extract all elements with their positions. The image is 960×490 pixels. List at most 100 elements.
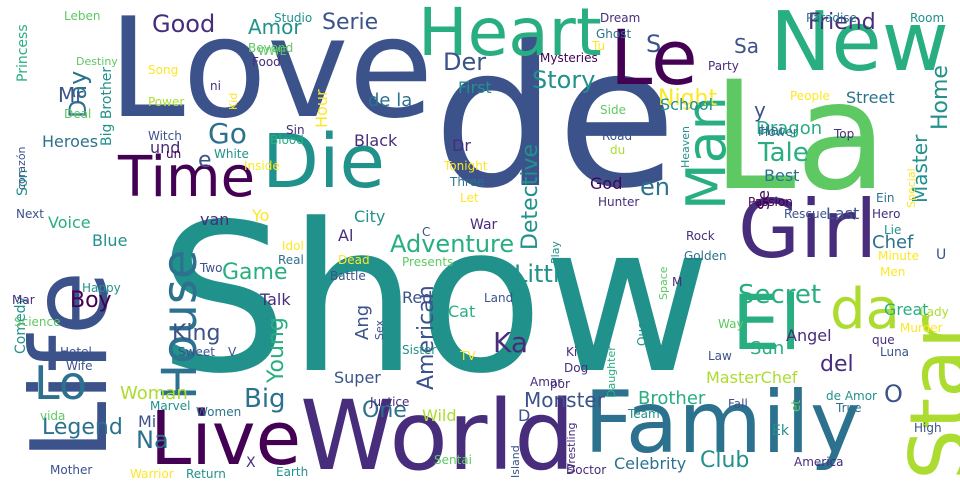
word-island: Island <box>509 445 522 478</box>
word-presents: Presents <box>402 255 454 269</box>
word-legend: Legend <box>42 415 123 440</box>
word-good: Good <box>152 10 216 38</box>
word-und: und <box>150 138 181 157</box>
word-lie: Lie <box>884 223 902 237</box>
word-flower: Flower <box>758 125 798 139</box>
word-dr: Dr <box>452 136 471 155</box>
word-world: World <box>300 380 576 490</box>
word-ein: Ein <box>876 191 895 205</box>
word-celebrity: Celebrity <box>614 454 687 473</box>
word-destiny: Destiny <box>76 55 118 68</box>
word-en: en <box>640 173 670 201</box>
word-da: da <box>830 277 900 342</box>
word-monster: Monster <box>524 388 605 412</box>
word-kid: Kid <box>227 92 240 110</box>
word-ghost: Ghost <box>596 27 632 41</box>
word-corazon: corazón <box>15 146 28 190</box>
word-tonight: Tonight <box>444 159 488 173</box>
word-earth: Earth <box>276 465 309 479</box>
word-yo: Yo <box>252 206 270 225</box>
word-real: Real <box>278 253 304 267</box>
word-road: Road <box>602 129 633 143</box>
word-heart: Heart <box>418 0 602 71</box>
word-black: Black <box>354 131 398 150</box>
word-tv: TV <box>460 349 476 363</box>
word-ka: Ka <box>493 326 529 359</box>
word-tu: Tu <box>592 39 606 53</box>
word-c: C <box>422 225 431 239</box>
word-cat: Cat <box>448 302 476 321</box>
word-new: New <box>770 0 949 90</box>
word-dead: Dead <box>338 253 370 267</box>
word-science: Science <box>14 315 61 329</box>
word-war: War <box>470 217 498 233</box>
word-three: Three <box>450 175 485 189</box>
word-white: White <box>214 147 249 161</box>
word-marvel: Marvel <box>150 399 191 413</box>
word-golden: Golden <box>684 249 727 263</box>
word-dragon: Dragon <box>756 118 823 139</box>
word-hotel: Hotel <box>60 345 92 359</box>
word-studio: Studio <box>274 11 313 25</box>
word-boy: Boy <box>70 288 112 313</box>
word-space: Space <box>657 266 670 300</box>
word-mysteries: Mysteries <box>540 51 598 65</box>
word-blood: Blood <box>270 133 304 147</box>
word-passion: Passion <box>748 195 793 209</box>
word-show: Show <box>158 181 712 419</box>
word-el: El <box>732 278 802 367</box>
word-leben: Leben <box>64 9 101 23</box>
word-sister: Sister <box>402 343 437 357</box>
word-city: City <box>354 207 386 226</box>
word-mi: Mi <box>138 412 157 431</box>
word-daughter: Daughter <box>605 346 618 398</box>
word-ek: Ek <box>772 423 789 439</box>
word-x: X <box>246 455 256 471</box>
word-van: van <box>200 210 230 229</box>
word-minute: Minute <box>878 249 919 263</box>
word-un: un <box>166 147 182 161</box>
word-dela: de la <box>368 90 413 111</box>
word-top: Top <box>834 127 855 141</box>
word-two: Two <box>200 261 223 275</box>
word-du: du <box>610 143 626 157</box>
word-side: Side <box>600 103 626 117</box>
word-e: e <box>198 148 212 173</box>
word-beyond: Beyond <box>248 41 294 55</box>
word-next: Next <box>16 207 44 221</box>
word-god: God <box>590 174 623 193</box>
word-rock: Rock <box>686 229 715 243</box>
word-one: One <box>362 398 407 423</box>
word-secret: Secret <box>738 280 822 310</box>
word-live: Live <box>150 396 302 482</box>
word-dream: Dream <box>600 11 641 25</box>
word-deamor: de Amor <box>826 389 877 403</box>
word-princess: Princess <box>15 24 31 82</box>
word-ni: ni <box>210 79 221 93</box>
word-men: Men <box>880 265 906 279</box>
word-serie: Serie <box>322 10 379 35</box>
word-woman: Woman <box>120 383 188 404</box>
word-hour: Hour <box>312 89 331 128</box>
word-d: D <box>518 406 531 425</box>
word-little: Little <box>514 260 575 288</box>
word-sin: Sin <box>286 123 305 137</box>
word-dog: Dog <box>564 361 589 375</box>
word-room: Room <box>910 11 945 25</box>
word-amar: Amar <box>530 375 563 389</box>
word-sex: Sex <box>373 319 386 340</box>
word-game: Game <box>222 260 288 285</box>
word-land: Land <box>484 291 514 305</box>
word-love: Love <box>108 0 434 149</box>
word-true: True <box>836 401 862 415</box>
word-return: Return <box>186 467 226 481</box>
word-way: Way <box>718 317 744 331</box>
word-talk: Talk <box>260 290 291 309</box>
word-america: America <box>794 455 844 469</box>
word-great: Great <box>884 300 929 319</box>
word-time: Time <box>118 145 256 210</box>
word-na: Na <box>136 426 169 454</box>
word-warrior: Warrior <box>130 467 174 481</box>
word-inside: Inside <box>244 159 280 173</box>
word-girl: Girl <box>738 183 878 276</box>
